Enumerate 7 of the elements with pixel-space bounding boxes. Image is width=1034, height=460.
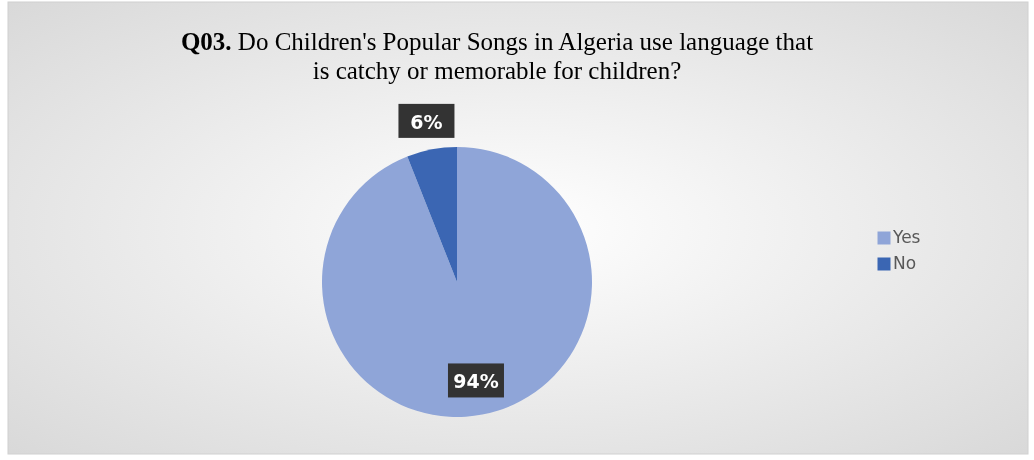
legend-label: Yes [892,227,921,247]
pie-slice [322,147,592,417]
data-label: 6% [410,110,443,133]
legend-label: No [893,253,917,273]
pie-slice [407,147,457,282]
data-label: 94% [453,370,499,393]
chart-title: Q03. Do Children's Popular Songs in Algeria use language that is catchy or memorable for children? [180,28,814,84]
